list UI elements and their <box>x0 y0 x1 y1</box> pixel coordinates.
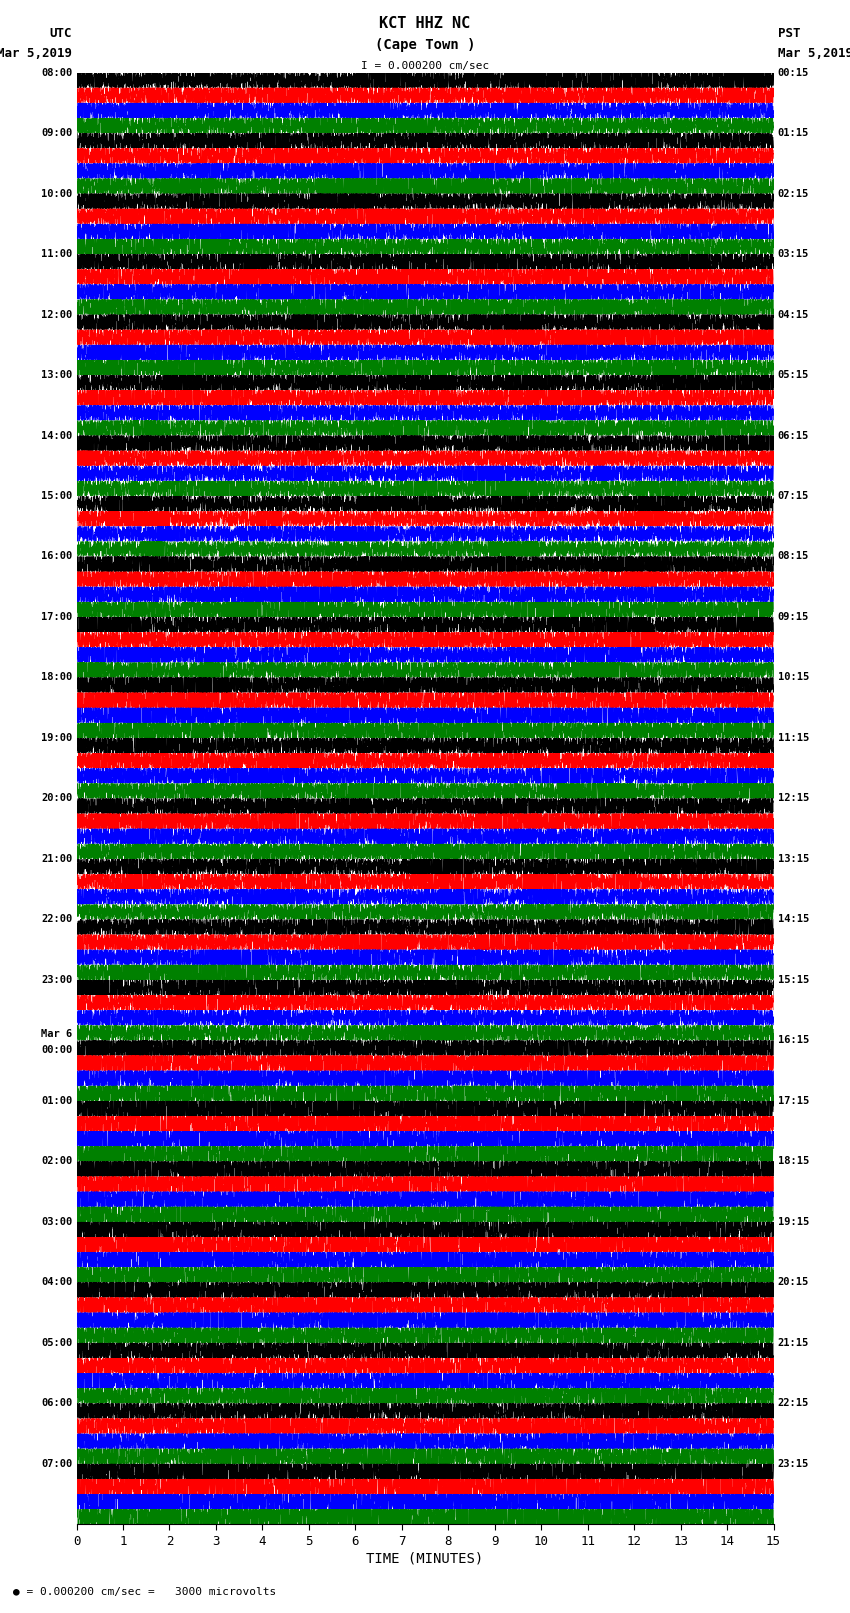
Text: 04:00: 04:00 <box>41 1277 72 1287</box>
Text: 19:00: 19:00 <box>41 732 72 744</box>
Text: 11:15: 11:15 <box>778 732 809 744</box>
Text: 11:00: 11:00 <box>41 248 72 260</box>
Text: 12:15: 12:15 <box>778 794 809 803</box>
Text: 23:00: 23:00 <box>41 974 72 986</box>
Text: 12:00: 12:00 <box>41 310 72 319</box>
Text: 01:15: 01:15 <box>778 127 809 139</box>
Text: 21:00: 21:00 <box>41 853 72 865</box>
Text: 07:15: 07:15 <box>778 490 809 502</box>
Text: 03:15: 03:15 <box>778 248 809 260</box>
Text: 17:00: 17:00 <box>41 611 72 623</box>
Text: 16:00: 16:00 <box>41 552 72 561</box>
Text: 05:15: 05:15 <box>778 369 809 381</box>
Text: Mar 5,2019: Mar 5,2019 <box>778 47 850 60</box>
Text: 03:00: 03:00 <box>41 1216 72 1227</box>
Text: 21:15: 21:15 <box>778 1337 809 1348</box>
Text: 10:00: 10:00 <box>41 189 72 198</box>
Text: 02:00: 02:00 <box>41 1157 72 1166</box>
Text: I = 0.000200 cm/sec: I = 0.000200 cm/sec <box>361 61 489 71</box>
Text: PST: PST <box>778 27 800 40</box>
Text: KCT HHZ NC: KCT HHZ NC <box>379 16 471 31</box>
Text: (Cape Town ): (Cape Town ) <box>375 37 475 52</box>
Text: 05:00: 05:00 <box>41 1337 72 1348</box>
Text: 00:15: 00:15 <box>778 68 809 77</box>
Text: 09:15: 09:15 <box>778 611 809 623</box>
Text: 18:00: 18:00 <box>41 673 72 682</box>
Text: 00:00: 00:00 <box>41 1045 72 1055</box>
Text: 16:15: 16:15 <box>778 1036 809 1045</box>
Text: 09:00: 09:00 <box>41 127 72 139</box>
Text: 22:00: 22:00 <box>41 915 72 924</box>
Text: 13:15: 13:15 <box>778 853 809 865</box>
Text: 08:00: 08:00 <box>41 68 72 77</box>
Text: 22:15: 22:15 <box>778 1398 809 1408</box>
Text: 15:15: 15:15 <box>778 974 809 986</box>
Text: Mar 5,2019: Mar 5,2019 <box>0 47 72 60</box>
Text: 23:15: 23:15 <box>778 1458 809 1469</box>
Text: 10:15: 10:15 <box>778 673 809 682</box>
Text: 14:00: 14:00 <box>41 431 72 440</box>
Text: 20:15: 20:15 <box>778 1277 809 1287</box>
Text: 06:15: 06:15 <box>778 431 809 440</box>
Text: 18:15: 18:15 <box>778 1157 809 1166</box>
Text: 20:00: 20:00 <box>41 794 72 803</box>
Text: UTC: UTC <box>50 27 72 40</box>
Text: 07:00: 07:00 <box>41 1458 72 1469</box>
X-axis label: TIME (MINUTES): TIME (MINUTES) <box>366 1552 484 1566</box>
Text: Mar 6: Mar 6 <box>41 1029 72 1039</box>
Text: 14:15: 14:15 <box>778 915 809 924</box>
Text: 15:00: 15:00 <box>41 490 72 502</box>
Text: 19:15: 19:15 <box>778 1216 809 1227</box>
Text: 04:15: 04:15 <box>778 310 809 319</box>
Text: ● = 0.000200 cm/sec =   3000 microvolts: ● = 0.000200 cm/sec = 3000 microvolts <box>13 1587 276 1597</box>
Text: 13:00: 13:00 <box>41 369 72 381</box>
Text: 02:15: 02:15 <box>778 189 809 198</box>
Text: 08:15: 08:15 <box>778 552 809 561</box>
Text: 01:00: 01:00 <box>41 1095 72 1107</box>
Text: 06:00: 06:00 <box>41 1398 72 1408</box>
Text: 17:15: 17:15 <box>778 1095 809 1107</box>
